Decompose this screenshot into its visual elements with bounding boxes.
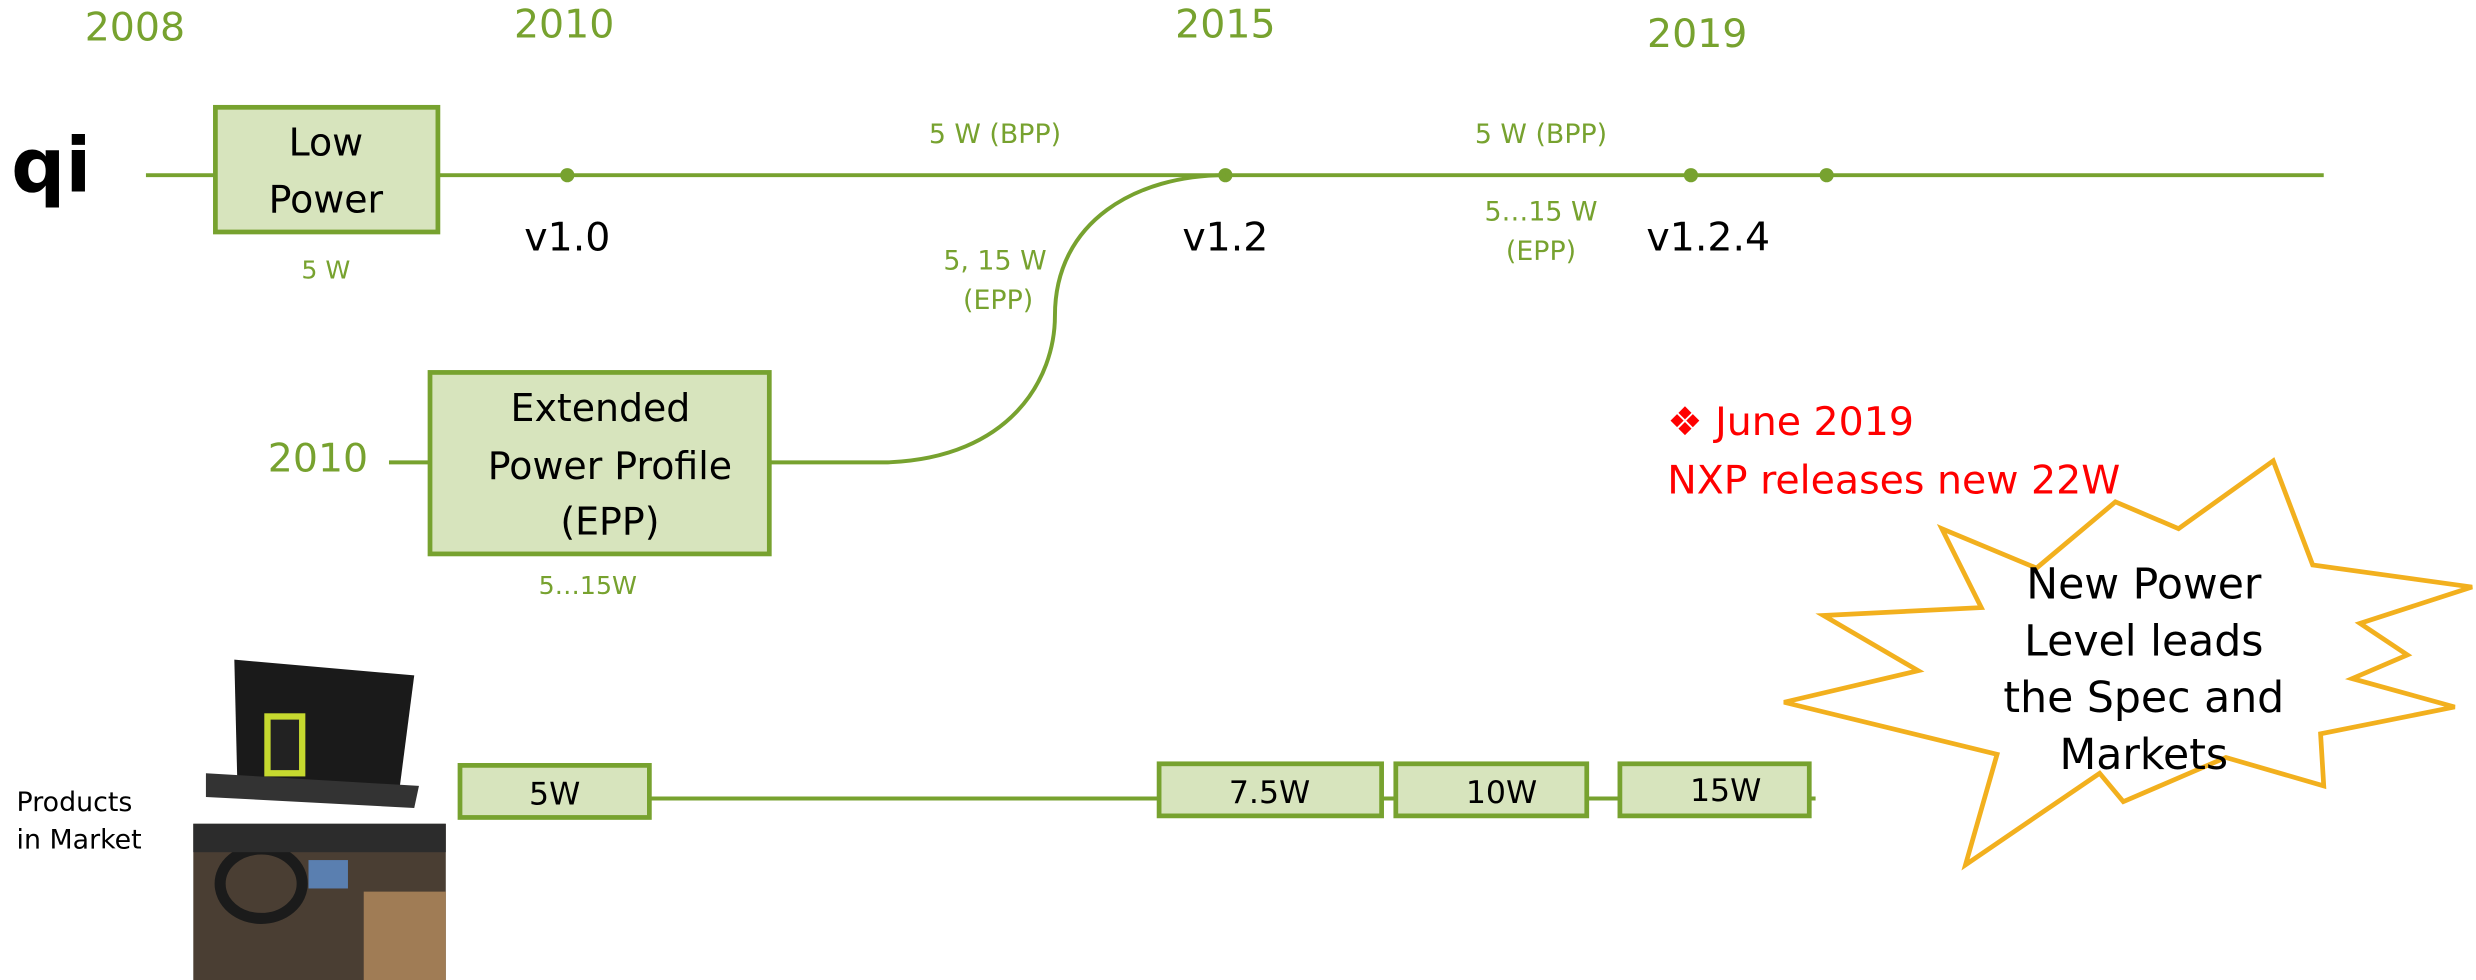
version: v1.0 xyxy=(524,214,610,260)
box-text: (EPP) xyxy=(560,499,659,543)
power-label: 5 W xyxy=(301,255,350,284)
bpp-label: 5 W (BPP) xyxy=(929,119,1061,150)
burst-text: the Spec and xyxy=(2003,673,2284,723)
box-text: Power xyxy=(269,177,384,221)
version: v1.2 xyxy=(1182,214,1268,260)
year: 2015 xyxy=(1175,1,1275,47)
product-text: 7.5W xyxy=(1229,775,1310,811)
year: 2010 xyxy=(268,435,368,481)
products-label: in Market xyxy=(17,825,142,856)
epp-label: 5, 15 W xyxy=(943,245,1046,276)
power-label: 5…15W xyxy=(539,571,637,600)
note: ❖ June 2019 xyxy=(1667,399,1914,445)
box-text: Power Profile xyxy=(488,444,732,488)
burst-text: Markets xyxy=(2060,730,2229,780)
qi-logo: qi xyxy=(11,121,91,209)
box-text: Extended xyxy=(511,386,691,430)
bpp-label: 5 W (BPP) xyxy=(1475,119,1607,150)
year: 2008 xyxy=(85,4,185,50)
burst-text: New Power xyxy=(2026,560,2262,610)
timeline-diagram: 2008 2010 2015 2019 qi Low Power 5 W v1.… xyxy=(0,0,2476,980)
products-label: Products xyxy=(17,787,133,818)
note: NXP releases new 22W xyxy=(1667,457,2120,503)
year: 2019 xyxy=(1647,11,1747,57)
box-text: Low xyxy=(289,121,364,165)
product-image-car xyxy=(193,824,445,980)
product-text: 15W xyxy=(1690,773,1761,809)
epp-label: (EPP) xyxy=(1506,236,1576,267)
product-text: 5W xyxy=(529,776,580,812)
year: 2010 xyxy=(514,1,614,47)
epp-label: (EPP) xyxy=(963,285,1033,316)
burst-text: Level leads xyxy=(2024,616,2263,666)
epp-curve xyxy=(769,175,1225,462)
version: v1.2.4 xyxy=(1646,214,1770,260)
epp-label: 5…15 W xyxy=(1484,197,1597,228)
product-image-dock xyxy=(206,660,419,808)
product-text: 10W xyxy=(1466,775,1537,811)
